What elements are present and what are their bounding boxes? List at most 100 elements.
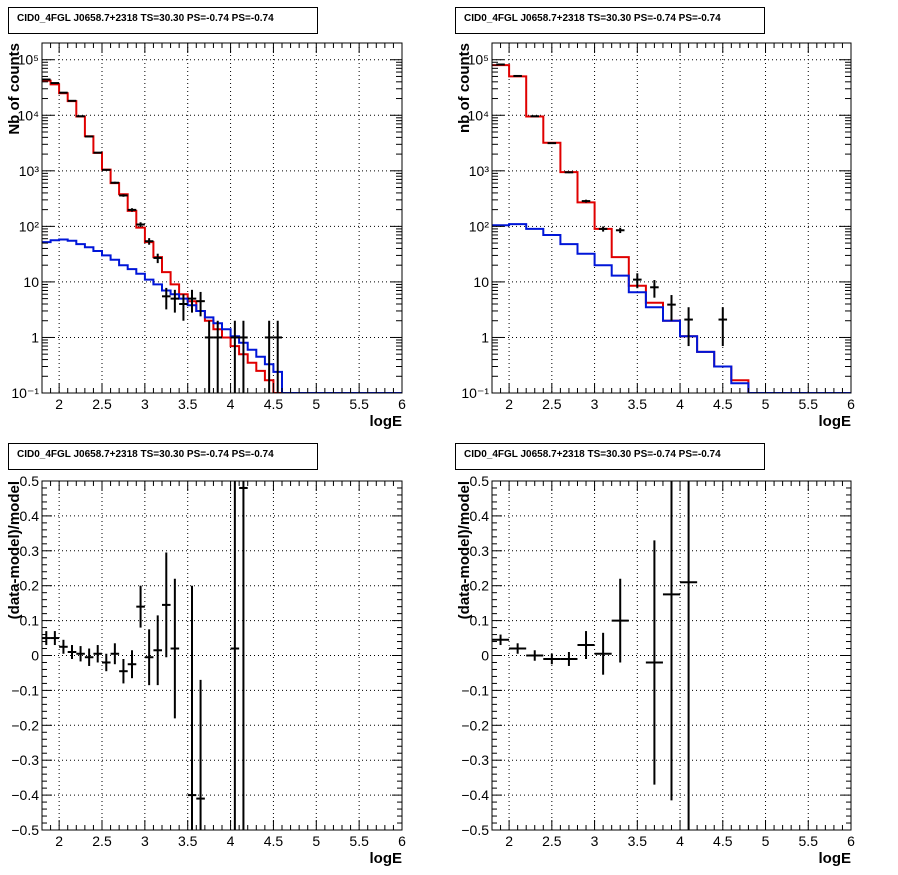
- data-point: [187, 585, 197, 830]
- data-point: [645, 540, 663, 785]
- y-axis: 10⁻¹ 1 10 10² 10³ 10⁴ 10⁵: [461, 42, 851, 401]
- y-axis-label: (data-model)/model: [6, 481, 23, 619]
- y-tick-label: −0.2: [461, 717, 489, 733]
- data-point: [179, 294, 188, 321]
- x-tick-label: 3.5: [628, 396, 648, 412]
- y-tick-label: 10³: [19, 163, 40, 179]
- data-points: [492, 481, 698, 830]
- y-tick-label: 0.5: [470, 473, 490, 489]
- y-tick-label: 10²: [469, 218, 490, 234]
- data-points: [496, 63, 728, 347]
- data-point: [230, 320, 240, 393]
- y-tick-label: −0.3: [461, 752, 489, 768]
- y-tick-label: 0.1: [20, 613, 40, 629]
- data-point: [273, 320, 282, 393]
- x-tick-label: 3: [141, 833, 149, 849]
- y-tick-label: 1: [481, 329, 489, 345]
- y-axis-label: Nb of counts: [6, 43, 23, 135]
- x-axis-label: logE: [370, 850, 403, 867]
- x-tick-label: 4.5: [713, 833, 733, 849]
- x-axis-label: logE: [819, 850, 852, 867]
- x-tick-label: 3.5: [178, 833, 198, 849]
- data-point: [196, 291, 205, 317]
- data-point: [543, 653, 561, 665]
- y-tick-label: 0.3: [470, 543, 490, 559]
- y-tick-label: 10⁵: [468, 52, 489, 68]
- x-tick-label: 4: [227, 396, 235, 412]
- y-axis-label: nb of counts: [456, 43, 473, 133]
- data-point: [492, 634, 510, 646]
- x-tick-label: 2.5: [92, 833, 112, 849]
- y-tick-label: 0.3: [20, 543, 40, 559]
- data-point: [547, 142, 557, 145]
- data-point: [42, 631, 51, 646]
- y-axis: −0.5 −0.4 −0.3 −0.2 −0.1 0 0.1 0.2 0.3 0.4 0.5: [461, 473, 851, 838]
- data-point: [170, 578, 180, 719]
- y-tick-label: 10²: [19, 218, 40, 234]
- data-point: [110, 181, 120, 184]
- data-point: [127, 208, 137, 212]
- x-tick-label: 6: [847, 833, 855, 849]
- data-point: [213, 320, 222, 393]
- data-point: [581, 199, 591, 203]
- x-tick-label: 4.5: [264, 396, 284, 412]
- x-tick-label: 5.5: [349, 833, 369, 849]
- plot-area: [492, 481, 698, 830]
- data-point: [264, 320, 274, 393]
- x-tick-label: 2: [505, 396, 513, 412]
- y-tick-label: −0.2: [11, 717, 39, 733]
- background_model-histogram: [492, 223, 851, 393]
- data-point: [680, 481, 698, 830]
- data-point: [239, 320, 248, 393]
- y-tick-label: −0.1: [11, 682, 39, 698]
- data-point: [170, 289, 180, 313]
- x-axis: 2 2.5 3 3.5 4 4.5 5 5.5 6: [491, 43, 855, 412]
- data-point: [564, 171, 574, 174]
- y-tick-label: 0: [481, 648, 489, 664]
- background_model-histogram: [42, 238, 402, 393]
- y-tick-label: 0.2: [470, 578, 490, 594]
- panel-title-2: CID0_4FGL J0658.7+2318 TS=30.30 PS=-0.74…: [455, 7, 765, 34]
- x-axis: 2 2.5 3 3.5 4 4.5 5 5.5 6: [491, 481, 855, 849]
- panel-title-3: CID0_4FGL J0658.7+2318 TS=30.30 PS=-0.74…: [8, 443, 318, 470]
- y-tick-label: −0.1: [461, 682, 489, 698]
- y-axis-label: (data-model)/model: [456, 481, 473, 619]
- y-tick-label: 0.1: [470, 613, 490, 629]
- x-tick-label: 2: [505, 833, 513, 849]
- x-axis-label: logE: [819, 413, 852, 430]
- y-tick-label: 10: [473, 274, 489, 290]
- x-tick-label: 3.5: [628, 833, 648, 849]
- y-tick-label: 0.4: [20, 508, 40, 524]
- x-axis: 2 2.5 3 3.5 4 4.5 5 5.5 6: [41, 481, 406, 849]
- data-point: [577, 631, 595, 659]
- y-tick-label: 10³: [469, 163, 490, 179]
- x-tick-label: 6: [847, 396, 855, 412]
- grid-lines: [42, 481, 402, 830]
- y-tick-label: 10⁴: [467, 107, 489, 123]
- x-tick-label: 5: [312, 833, 320, 849]
- panel-4: 2 2.5 3 3.5 4 4.5 5 5.5 6 −0.5 −0.4 −0.3 −0.2 −0.1 0 0.…: [456, 473, 855, 867]
- data-point: [187, 289, 197, 313]
- data-point: [136, 222, 145, 227]
- data-point: [102, 653, 111, 672]
- data-point: [633, 273, 642, 289]
- x-tick-label: 5.5: [349, 396, 369, 412]
- panel-title-1: CID0_4FGL J0658.7+2318 TS=30.30 PS=-0.74…: [8, 7, 318, 34]
- data-point: [84, 648, 94, 666]
- x-tick-label: 5.5: [799, 396, 819, 412]
- x-axis: 2 2.5 3 3.5 4 4.5 5 5.5 6: [41, 43, 406, 412]
- y-tick-label: 1: [31, 329, 39, 345]
- data-point: [119, 658, 128, 684]
- data-point: [684, 307, 693, 347]
- x-tick-label: 6: [398, 833, 406, 849]
- x-tick-label: 6: [398, 396, 406, 412]
- data-point: [204, 320, 214, 393]
- data-point: [50, 631, 60, 646]
- data-point: [76, 646, 85, 662]
- data-point: [119, 194, 128, 197]
- data-point: [93, 151, 102, 154]
- data-point: [526, 650, 544, 661]
- y-tick-label: 10: [23, 274, 39, 290]
- data-point: [718, 307, 728, 347]
- data-point: [93, 645, 102, 663]
